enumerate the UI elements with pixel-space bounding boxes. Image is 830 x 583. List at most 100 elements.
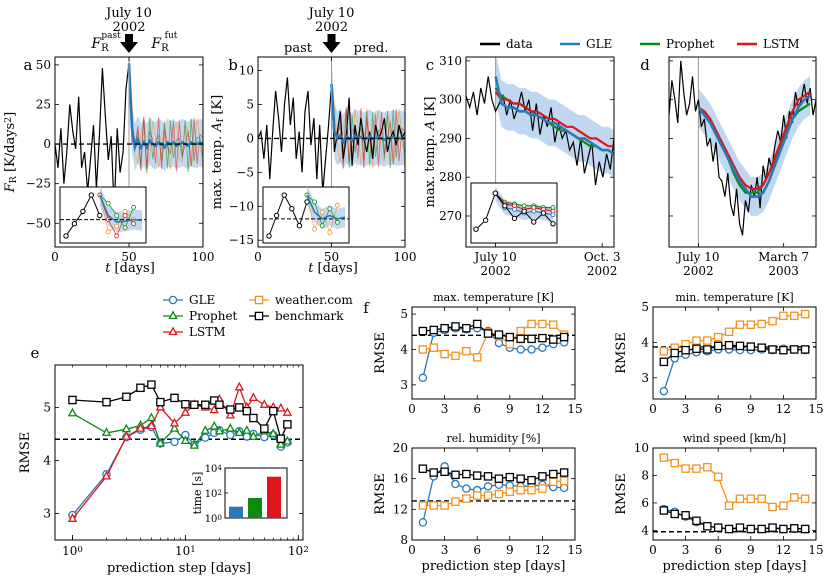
panel-f-wind-weather-point [735,494,745,504]
panel-e-prophet-point [268,428,278,438]
panel-e-lstm-point [146,420,157,430]
panel-a-inset-sample-point [114,223,120,229]
panel-b-xtick-label: 0 [254,250,262,264]
panel-f-humidity-weather-point [462,494,471,503]
panel-a-inset-data-point [80,208,86,215]
panel-e-lstm-point [225,409,236,419]
panel-e-benchmark-point [156,397,165,407]
panel-f-wind-weather-point [724,501,734,510]
panel-f-max-temp-weather-point [538,319,547,329]
panel-e-prophet-point [189,440,200,449]
panel-f-max-temp-xtick-label: 12 [535,402,550,416]
panel-f-max-temp-gle-point [494,338,504,348]
panel-a-ytick-label: 25 [36,98,51,112]
panel-f-max-temp-benchmark-point [494,330,504,339]
panel-f-humidity-benchmark-point [483,472,493,481]
panel-f-max-temp-weather-point [451,351,460,361]
panel-c-letter: c [426,56,434,74]
panel-f-min-temp-benchmark-point [659,357,669,367]
panel-b-ytick-label: −10 [229,199,254,213]
panel-b-gle-mean-line [330,84,405,145]
panel-c-xtick-label-line2: 2002 [480,264,511,278]
panel-e-prophet-point [121,423,132,433]
panel-b-inset-sample-point [312,199,318,205]
panel-f-max-temp-weather-point [505,339,515,349]
panel-f-wind-ytick-label: 8 [641,468,649,482]
panel-f-wind-frame [652,447,817,541]
panel-b-ytick-label: 10 [239,64,254,78]
panel-a-ytick-label: 0 [43,137,51,151]
panel-f-wind-benchmark-point [713,523,723,532]
panel-a-inset-data-point [97,212,103,219]
panel-f-max-temp-benchmark-point [549,335,558,344]
panel-e-benchmark-point [147,380,156,389]
panel-f-humidity-benchmark-point [462,469,471,479]
panel-a-past-label: FR [90,36,109,54]
panel-f-wind-weather-point [779,501,788,510]
panel-a-ylabel-part: F [3,182,18,193]
panel-e-inset-ytick-label: 104 [205,463,223,475]
panel-f-humidity-benchmark-point [549,469,558,479]
panel-d-letter: d [640,56,650,74]
panel-f-wind-weather-point [659,453,669,462]
panel-c-uncertainty-band [495,57,614,178]
panel-e-prophet-point [67,407,78,417]
panel-f-wind-xtick-label: 9 [747,543,755,557]
panel-f-wind-title: wind speed [km/h] [683,432,786,445]
panel-f-wind-weather-point [703,462,712,472]
panel-a-ylabel-part: 2 [3,117,14,123]
panel-e-xtick-label-part: 2 [303,545,309,555]
panel-a-ytick-label: −50 [26,216,51,230]
panel-c-inset-data-point [492,190,498,196]
panel-f-max-temp-xtick-label: 3 [441,402,449,416]
panel-b-ylabel-part: A [210,122,225,132]
panel-b-inset-gle-line [306,194,346,220]
panel-f-humidity-weather-point [559,476,569,486]
panel-f-max-temp-title: max. temperature [K] [433,291,553,304]
panel-d-xtick-label-line2: 2002 [683,264,714,278]
bottom-legend-marker-prophet [168,310,178,320]
top-legend-label-lstm: LSTM [763,37,799,51]
panel-c-inset-data-point [473,226,479,232]
panel-e-lstm-point [67,513,78,522]
panel-f-min-temp-benchmark-point [703,345,712,354]
panel-e-prophet-point [200,425,210,434]
panel-f-wind-weather-point [768,502,777,512]
panel-f-max-temp-weather-point [429,343,438,352]
panel-a-ytick-label: 50 [36,58,51,72]
panel-f-max-temp-benchmark-point [505,332,515,342]
panel-a-future-label-part: R [161,43,169,54]
panel-f-min-temp-xtick-label: 0 [649,402,657,416]
panel-a-ylabel-part: ] [3,112,18,117]
panel-e-prophet-point [169,423,180,432]
panel-e-benchmark-point [276,434,286,443]
panel-f-wind-benchmark-point [724,524,734,534]
panel-e-inset-ytick-label-part: 10 [205,464,218,475]
panel-f-humidity-benchmark-point [559,468,569,477]
panel-f-min-temp-weather-point [779,311,788,321]
panel-a-plot-area [55,57,203,247]
panel-c-xtick-label-line1: July 10 [472,250,516,264]
panel-e-xtick-label-part: 10 [175,544,190,558]
panel-e-inset-ytick-label-part: 10 [205,489,218,500]
panel-f-min-temp-weather-point [735,320,745,329]
panel-e-benchmark-point [242,406,252,416]
panel-f-humidity-xlabel: prediction step [days] [422,559,566,574]
panel-c-ytick-label: 270 [439,209,462,223]
panel-a-future-superscript: fut [165,31,178,41]
panel-b-xtick-label: 100 [394,250,417,264]
panel-a-xlabel-part: t [105,261,111,276]
panel-f-min-temp-xtick-label: 15 [808,402,823,416]
panel-f-humidity-xtick-label: 6 [473,543,481,557]
panel-f-wind-weather-point [713,472,723,482]
panel-f-max-temp-xtick-label: 15 [567,402,582,416]
panel-b-inset-sample-point [334,219,340,225]
panel-f-min-temp-weather-point [757,319,766,329]
panel-d-frame [668,56,817,248]
panel-f-min-temp-gle-point [659,386,669,396]
panel-f-max-temp-benchmark-point [472,319,482,329]
panel-e-ytick-label: 3 [43,506,51,520]
panel-c-frame [465,56,615,248]
panel-f-humidity-gle-point [451,479,460,489]
panel-f-wind-benchmark-point [746,524,756,534]
